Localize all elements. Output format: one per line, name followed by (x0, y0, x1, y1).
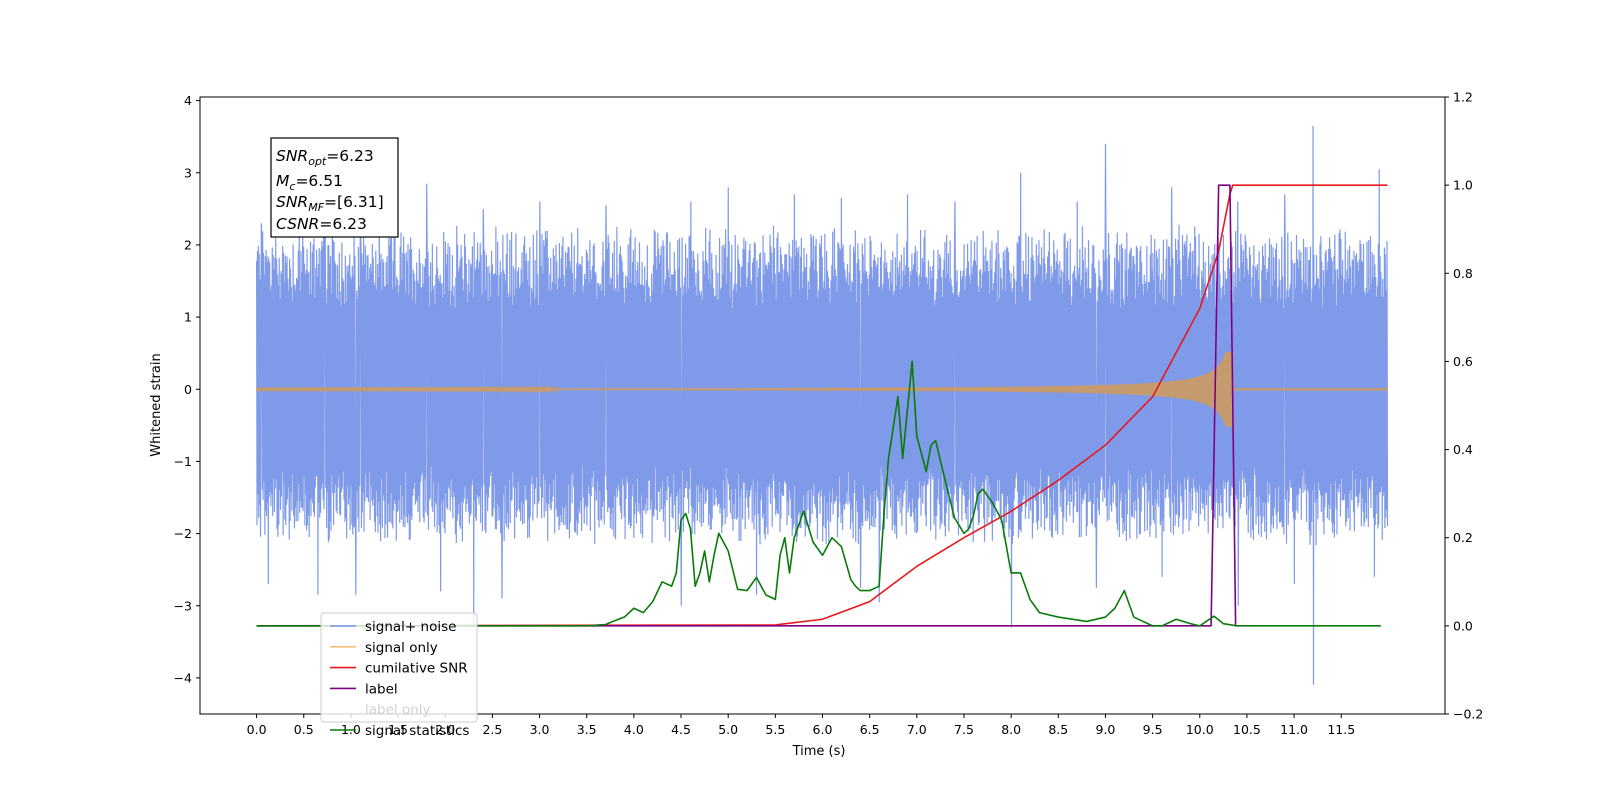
y-tick-label: 2 (184, 237, 192, 252)
legend-label: signal+ noise (365, 619, 456, 635)
series-signal-statistics (256, 360, 1381, 627)
legend-label: label (365, 681, 398, 697)
annotation-line: SNRMF=[6.31] (276, 193, 384, 214)
y-axis-right: −0.2 0.0 0.2 0.4 0.6 0.8 1.0 1.2 (1445, 90, 1483, 722)
annotation-line: CSNR=6.23 (276, 215, 367, 233)
x-tick-label: 1.5 (388, 722, 408, 737)
legend-label: label only (365, 702, 431, 718)
x-tick-label: 5.5 (765, 722, 785, 737)
x-tick-label: 7.0 (907, 722, 927, 737)
y2-tick-label: 0.0 (1453, 618, 1473, 633)
legend-entries: signal+ noise signal only cumilative SNR la… (330, 619, 469, 739)
series-signal-only (255, 351, 1389, 427)
x-tick-label: 0.5 (294, 722, 314, 737)
y2-tick-label: −0.2 (1453, 707, 1483, 722)
series-cumulative-snr (256, 184, 1388, 627)
annotation-line: SNRopt=6.23 (276, 147, 374, 168)
annotation-frame (270, 137, 399, 238)
x-tick-label: 5.0 (718, 722, 738, 737)
y-axis-left: −4 −3 −2 −1 0 1 2 3 4 (174, 93, 200, 685)
y-tick-label: −1 (174, 454, 192, 469)
x-tick-label: 7.5 (954, 722, 974, 737)
x-tick-label: 9.0 (1096, 722, 1116, 737)
y-axis-label: Whitened strain (149, 353, 164, 456)
x-tick-label: 11.0 (1280, 722, 1308, 737)
y-tick-label: 0 (184, 382, 192, 397)
x-tick-label: 9.5 (1143, 722, 1163, 737)
y-tick-label: 1 (184, 310, 192, 325)
y2-tick-label: 0.4 (1453, 442, 1473, 457)
x-tick-label: 8.5 (1048, 722, 1068, 737)
legend-label: signal only (365, 640, 438, 656)
x-tick-label: 0.0 (247, 722, 267, 737)
y-tick-label: 3 (184, 165, 192, 180)
y-tick-label: −4 (174, 670, 192, 685)
y2-tick-label: 0.2 (1453, 530, 1473, 545)
series-layer (255, 125, 1389, 686)
x-tick-label: 4.5 (671, 722, 691, 737)
y-tick-label: −3 (174, 598, 192, 613)
y-tick-label: 4 (184, 93, 192, 108)
x-tick-label: 2.5 (482, 722, 502, 737)
y2-tick-label: 1.0 (1453, 178, 1473, 193)
x-axis: 0.0 0.5 1.0 1.5 2.0 2.5 3.0 3.5 4.0 4.5 5.0 5.5 6.0 6… (247, 714, 1355, 737)
x-tick-label: 10.0 (1186, 722, 1214, 737)
y2-tick-label: 0.8 (1453, 266, 1473, 281)
series-signal-noise (255, 125, 1389, 686)
x-tick-label: 3.5 (577, 722, 597, 737)
y2-tick-label: 0.6 (1453, 354, 1473, 369)
y2-tick-label: 1.2 (1453, 90, 1473, 105)
x-tick-label: 6.0 (813, 722, 833, 737)
x-tick-label: 4.0 (624, 722, 644, 737)
annotation-line: Mc=6.51 (276, 172, 343, 193)
x-tick-label: 2.0 (435, 722, 455, 737)
x-tick-label: 6.5 (860, 722, 880, 737)
x-tick-label: 11.5 (1327, 722, 1355, 737)
legend-label: signal statistics (365, 723, 469, 739)
legend: signal+ noise signal only cumilative SNR la… (320, 612, 478, 739)
annotation-box: SNRopt=6.23 Mc=6.51 SNRMF=[6.31] CSNR=6.… (270, 137, 399, 238)
y-tick-label: −2 (174, 526, 192, 541)
x-tick-label: 3.0 (530, 722, 550, 737)
legend-label: cumilative SNR (365, 661, 468, 677)
x-tick-label: 8.0 (1001, 722, 1021, 737)
legend-frame (320, 612, 478, 723)
x-tick-label: 10.5 (1233, 722, 1261, 737)
x-axis-label: Time (s) (792, 744, 846, 759)
